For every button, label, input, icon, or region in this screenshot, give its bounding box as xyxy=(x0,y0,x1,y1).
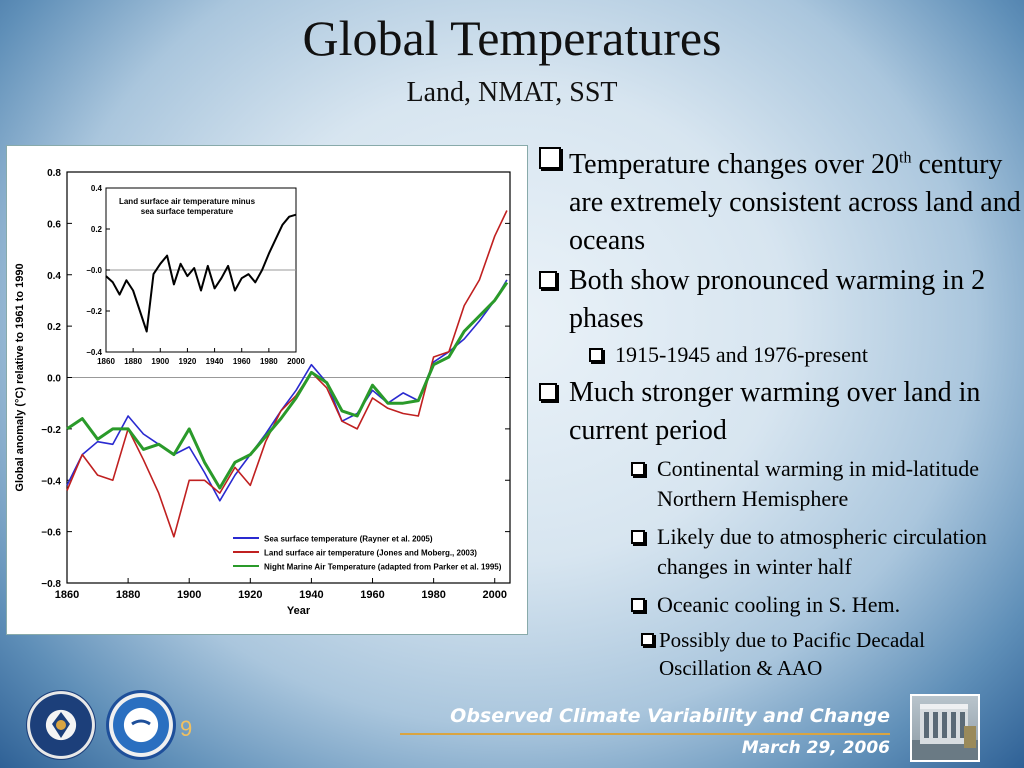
bullet-3-sub-3-sub-text: Possibly due to Pacific Decadal Oscillat… xyxy=(659,628,925,681)
bullet-3-text: Much stronger warming over land in curre… xyxy=(569,377,981,447)
checkbox-bullet-icon xyxy=(539,271,557,290)
footer-date: March 29, 2006 xyxy=(741,738,890,758)
inset-series-line xyxy=(105,213,297,333)
legend-label-3: Night Marine Air Temperature (adapted fr… xyxy=(264,563,502,572)
series-line-2 xyxy=(66,210,508,538)
x-tick-label: 2000 xyxy=(482,589,506,601)
inset-x-tick-label: 1900 xyxy=(151,357,169,366)
bullet-3-sub-2: Likely due to atmospheric circulation ch… xyxy=(533,522,1021,582)
legend-label-1: Sea surface temperature (Rayner et al. 2… xyxy=(264,535,433,544)
bullet-3: Much stronger warming over land in curre… xyxy=(533,374,1021,450)
bullet-3-sub-3: Oceanic cooling in S. Hem. xyxy=(533,590,1021,620)
x-tick-label: 1900 xyxy=(177,589,201,601)
inset-y-tick-label: 0.2 xyxy=(91,225,103,234)
slide-title: Global Temperatures xyxy=(302,10,722,66)
building-photo xyxy=(910,694,980,762)
bullet-2-sub-text: 1915-1945 and 1976-present xyxy=(615,342,868,368)
y-tick-label: 0.8 xyxy=(47,168,61,179)
checkbox-bullet-icon xyxy=(539,147,561,169)
inset-x-tick-label: 1960 xyxy=(233,357,251,366)
inset-y-tick-label: −0.0 xyxy=(86,266,102,275)
bullet-3-sub-2-text: Likely due to atmospheric circulation ch… xyxy=(657,524,987,580)
bullet-3-sub-1-text: Continental warming in mid-latitude Nort… xyxy=(657,456,979,512)
y-tick-label: −0.8 xyxy=(41,579,61,590)
noaa-logo-icon xyxy=(106,690,176,760)
checkbox-bullet-icon xyxy=(641,633,654,647)
inset-x-tick-label: 2000 xyxy=(287,357,305,366)
series-line-3 xyxy=(66,281,509,490)
x-axis-label: Year xyxy=(287,605,311,617)
inset-y-tick-label: −0.2 xyxy=(86,307,102,316)
inset-title-line-1: Land surface air temperature minus xyxy=(119,197,256,206)
x-tick-label: 1860 xyxy=(55,589,79,601)
bullet-2-text: Both show pronounced warming in 2 phases xyxy=(569,265,986,335)
bullet-2-sub: 1915-1945 and 1976-present xyxy=(533,340,1021,370)
page-number: 9 xyxy=(180,716,193,741)
y-tick-label: −0.6 xyxy=(41,528,61,539)
series-line-1 xyxy=(66,279,508,502)
bullet-3-sub-1: Continental warming in mid-latitude Nort… xyxy=(533,454,1021,514)
legend-label-2: Land surface air temperature (Jones and … xyxy=(264,549,477,558)
inset-x-tick-label: 1940 xyxy=(206,357,224,366)
bullet-1: Temperature changes over 20th century ar… xyxy=(533,140,1021,260)
inset-x-tick-label: 1880 xyxy=(124,357,142,366)
slide-subtitle: Land, NMAT, SST xyxy=(406,77,618,108)
checkbox-bullet-icon xyxy=(631,598,645,613)
inset-x-tick-label: 1980 xyxy=(260,357,278,366)
x-tick-label: 1880 xyxy=(116,589,140,601)
bullet-list: Temperature changes over 20th century ar… xyxy=(533,140,1021,682)
y-tick-label: −0.2 xyxy=(41,425,61,436)
inset-y-tick-label: 0.4 xyxy=(91,184,103,193)
x-tick-label: 1940 xyxy=(299,589,323,601)
x-tick-label: 1920 xyxy=(238,589,262,601)
bullet-2: Both show pronounced warming in 2 phases xyxy=(533,262,1021,338)
y-tick-label: 0.0 xyxy=(47,374,61,385)
x-tick-label: 1980 xyxy=(421,589,445,601)
y-axis-label: Global anomaly (°C) relative to 1961 to … xyxy=(14,263,26,491)
commerce-seal-icon xyxy=(26,690,96,760)
inset-x-tick-label: 1920 xyxy=(179,357,197,366)
bullet-1-text: Temperature changes over 20th century ar… xyxy=(569,149,1021,257)
bullet-3-sub-3-sub: Possibly due to Pacific Decadal Oscillat… xyxy=(533,626,1021,682)
footer-title: Observed Climate Variability and Change xyxy=(450,705,890,727)
footer-divider xyxy=(400,733,890,735)
y-tick-label: 0.6 xyxy=(47,219,61,230)
bullet-1-superscript: th xyxy=(899,150,912,167)
inset-y-tick-label: −0.4 xyxy=(86,348,102,357)
checkbox-bullet-icon xyxy=(539,383,557,402)
x-tick-label: 1960 xyxy=(360,589,384,601)
checkbox-bullet-icon xyxy=(631,530,645,545)
chart-panel: 0.8 0.6 0.4 0.2 0.0 −0.2 −0.4 −0.6 −0.8 1860 1880 1… xyxy=(6,145,528,635)
bullet-3-sub-3-text: Oceanic cooling in S. Hem. xyxy=(657,592,901,618)
inset-title-line-2: sea surface temperature xyxy=(141,207,234,216)
checkbox-bullet-icon xyxy=(631,462,645,477)
y-tick-label: −0.4 xyxy=(41,476,61,487)
y-tick-label: 0.2 xyxy=(47,322,61,333)
y-tick-label: 0.4 xyxy=(47,271,61,282)
inset-x-tick-label: 1860 xyxy=(97,357,115,366)
checkbox-bullet-icon xyxy=(589,348,603,363)
